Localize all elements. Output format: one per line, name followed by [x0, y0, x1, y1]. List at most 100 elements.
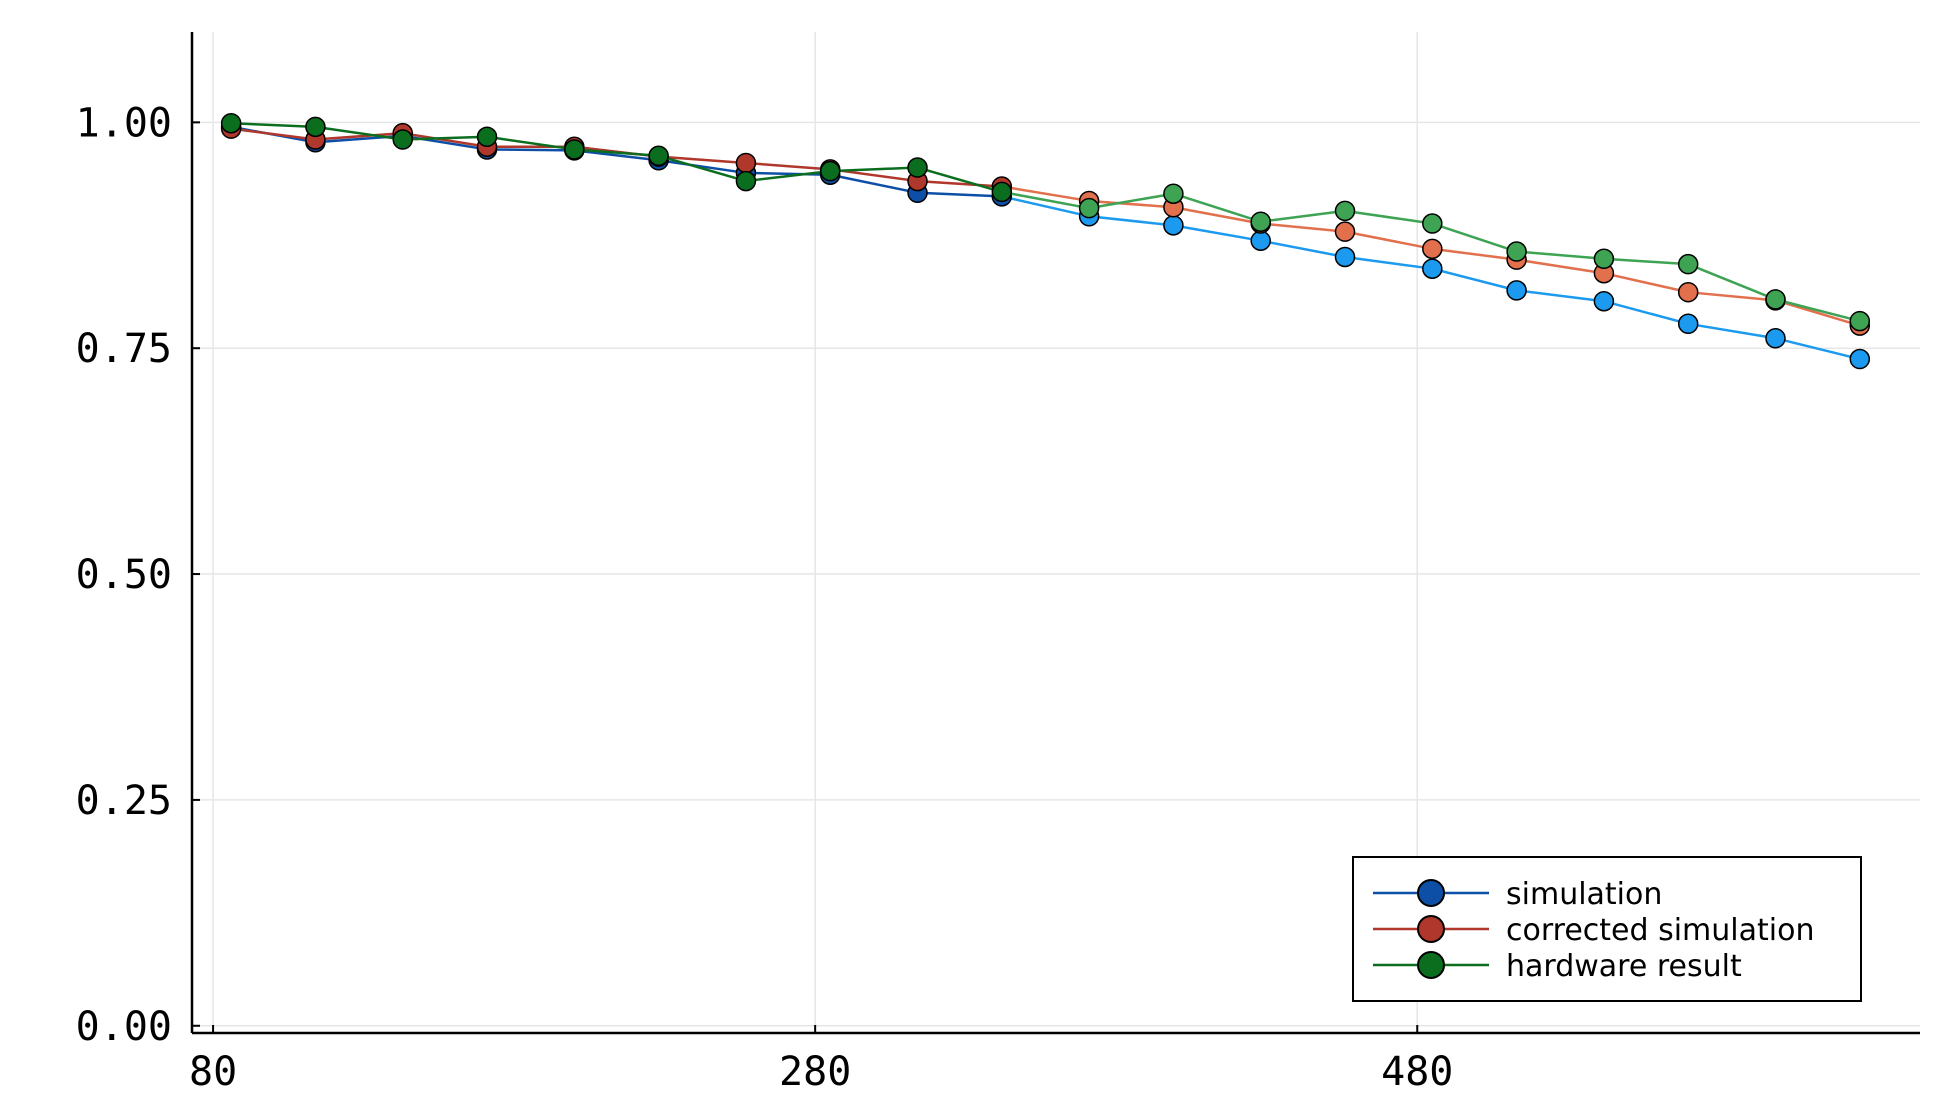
- y-tick-label: 0.50: [76, 552, 172, 598]
- axes: [190, 32, 1920, 1035]
- legend: simulation corrected simulation hardware…: [1352, 856, 1862, 1002]
- data-point-hardware-result: [1765, 289, 1786, 310]
- data-point-hardware-result: [819, 160, 841, 182]
- legend-marker-corrected-simulation: [1417, 915, 1445, 943]
- legend-label-hardware-result: hardware result: [1506, 949, 1742, 984]
- series-segment-hardware-result: [1515, 250, 1606, 261]
- data-point-hardware-result: [735, 170, 757, 192]
- series-segment-hardware-result: [1172, 192, 1262, 223]
- x-tick-label: 80: [189, 1049, 237, 1095]
- series-segment-simulation: [1774, 337, 1862, 361]
- series-segment-simulation: [485, 148, 576, 152]
- series-segment-corrected-simulation: [744, 161, 832, 171]
- series-segment-corrected-simulation: [1087, 199, 1175, 209]
- grid-lines: [192, 32, 1920, 1033]
- data-point-corrected-simulation: [1677, 281, 1699, 303]
- series-segment-hardware-result: [1431, 222, 1518, 253]
- data-point-hardware-result: [648, 145, 669, 167]
- series-segment-hardware-result: [401, 135, 489, 141]
- series-segment-corrected-simulation: [1602, 271, 1690, 294]
- series-segment-corrected-simulation: [1515, 258, 1606, 275]
- series-segment-hardware-result: [573, 148, 660, 158]
- legend-label-simulation: simulation: [1506, 877, 1662, 912]
- series-segment-hardware-result: [1602, 257, 1690, 266]
- data-point-simulation: [1506, 280, 1527, 301]
- series-segment-simulation: [1259, 239, 1347, 259]
- data-point-hardware-result: [991, 181, 1013, 203]
- series-segment-hardware-result: [916, 166, 1004, 194]
- data-point-hardware-result: [1334, 200, 1356, 222]
- series-segment-simulation: [1515, 289, 1606, 303]
- x-tick-label: 280: [779, 1049, 851, 1095]
- series-segment-corrected-simulation: [1000, 185, 1091, 203]
- data-point-simulation: [1422, 258, 1443, 279]
- series-segment-hardware-result: [314, 125, 404, 141]
- series-segment-simulation: [916, 191, 1004, 198]
- series-segment-hardware-result: [1000, 190, 1091, 210]
- series-simulation: [220, 116, 1871, 370]
- data-point-simulation: [1593, 290, 1615, 312]
- legend-marker-simulation: [1417, 879, 1445, 907]
- series-segment-simulation: [1172, 224, 1262, 242]
- legend-item-corrected-simulation: corrected simulation: [1373, 913, 1814, 948]
- data-point-hardware-result: [1250, 211, 1271, 232]
- series-segment-hardware-result: [229, 121, 317, 129]
- data-point-simulation: [1250, 230, 1271, 251]
- data-point-simulation: [1163, 215, 1184, 236]
- data-point-hardware-result: [1422, 213, 1443, 234]
- data-point-hardware-result: [1078, 197, 1100, 219]
- series-segment-corrected-simulation: [1172, 206, 1262, 225]
- series-segment-hardware-result: [744, 169, 832, 183]
- series-segment-hardware-result: [828, 166, 919, 173]
- series-segment-hardware-result: [1343, 209, 1434, 225]
- series-segment-hardware-result: [485, 135, 576, 151]
- series-segment-simulation: [1431, 267, 1518, 292]
- data-point-hardware-result: [220, 112, 242, 134]
- series-segment-hardware-result: [1259, 209, 1347, 223]
- y-tick-label: 0.75: [76, 326, 172, 372]
- data-point-hardware-result: [1593, 248, 1615, 270]
- legend-marker-hardware-result: [1417, 951, 1445, 979]
- series-segment-simulation: [744, 171, 832, 176]
- y-tick-label: 1.00: [76, 100, 172, 146]
- legend-item-hardware-result: hardware result: [1373, 949, 1742, 984]
- series-segment-simulation: [1602, 299, 1690, 326]
- data-point-simulation: [1849, 348, 1871, 370]
- data-point-hardware-result: [1849, 310, 1871, 332]
- tick-labels: 0.00 0.25 0.50 0.75 1.00 80 280 480: [76, 100, 1454, 1095]
- series-segment-hardware-result: [657, 154, 748, 183]
- data-point-hardware-result: [1506, 241, 1527, 262]
- series-segment-corrected-simulation: [1774, 299, 1862, 327]
- series-segment-simulation: [657, 159, 748, 175]
- data-point-simulation: [1765, 328, 1786, 349]
- series-segment-corrected-simulation: [1431, 247, 1518, 261]
- series-segment-corrected-simulation: [229, 127, 317, 141]
- series: [220, 112, 1871, 370]
- data-point-hardware-result: [907, 157, 928, 178]
- series-segment-corrected-simulation: [401, 131, 489, 148]
- series-hardware-result: [220, 112, 1871, 332]
- data-point-hardware-result: [1677, 253, 1699, 275]
- series-segment-hardware-result: [1686, 262, 1777, 301]
- data-point-hardware-result: [476, 126, 498, 148]
- data-point-corrected-simulation: [1422, 238, 1443, 260]
- y-tick-label: 0.00: [76, 1004, 172, 1050]
- series-segment-simulation: [573, 149, 660, 162]
- series-segment-corrected-simulation: [314, 131, 404, 141]
- series-segment-simulation: [1000, 195, 1091, 218]
- data-point-simulation: [1334, 246, 1356, 268]
- x-tick-label: 480: [1381, 1049, 1453, 1095]
- data-point-hardware-result: [1163, 183, 1184, 204]
- series-segment-hardware-result: [1774, 298, 1862, 323]
- series-segment-simulation: [828, 173, 919, 195]
- data-point-corrected-simulation: [1334, 221, 1356, 242]
- legend-item-simulation: simulation: [1373, 877, 1662, 912]
- series-segment-simulation: [1686, 322, 1777, 340]
- data-point-corrected-simulation: [735, 152, 757, 174]
- legend-label-corrected-simulation: corrected simulation: [1506, 913, 1814, 948]
- data-point-hardware-result: [392, 129, 413, 150]
- y-tick-label: 0.25: [76, 778, 172, 824]
- data-point-simulation: [1677, 313, 1699, 335]
- series-corrected-simulation: [220, 118, 1871, 336]
